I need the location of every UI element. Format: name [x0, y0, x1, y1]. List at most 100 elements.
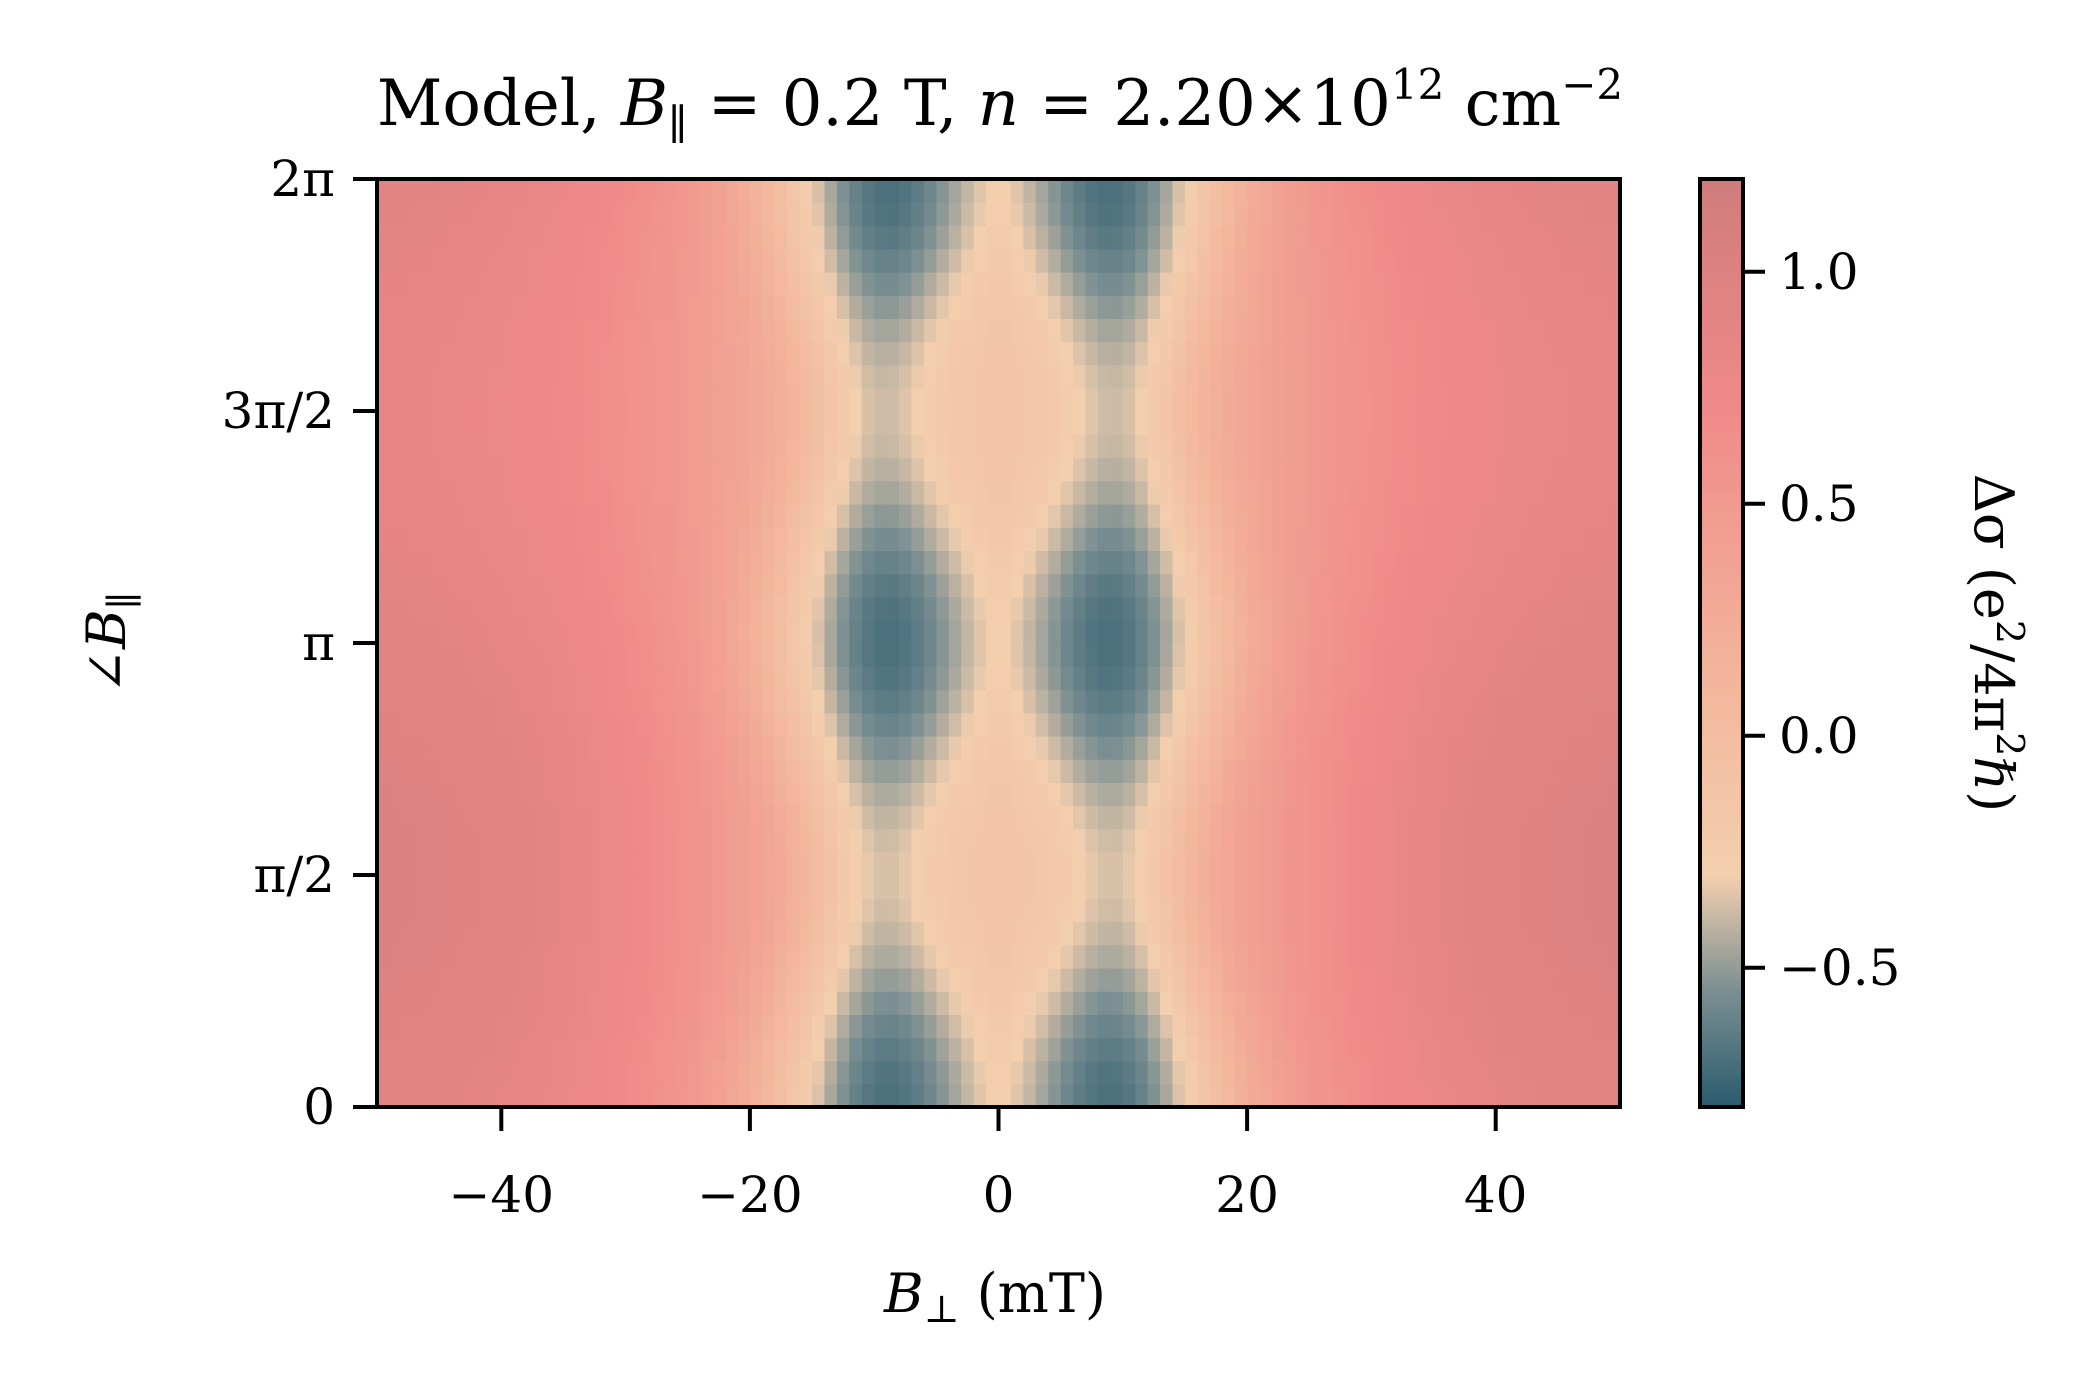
heatmap-cell	[401, 271, 416, 296]
heatmap-cell	[1073, 759, 1087, 783]
heatmap-cell	[687, 457, 701, 482]
heatmap-cell	[526, 596, 540, 621]
heatmap-cell	[1334, 967, 1348, 992]
heatmap-cell	[824, 875, 838, 899]
heatmap-cell	[464, 503, 478, 528]
heatmap-cell	[675, 271, 689, 296]
heatmap-cell	[401, 712, 416, 737]
heatmap-cell	[389, 991, 403, 1015]
heatmap-cell	[551, 248, 565, 273]
heatmap-cell	[501, 1060, 515, 1085]
heatmap-cell	[662, 503, 677, 528]
heatmap-cell	[1508, 1060, 1522, 1085]
heatmap-cell	[986, 712, 1000, 737]
heatmap-cell	[1184, 689, 1199, 714]
heatmap-cell	[464, 364, 478, 389]
heatmap-cell	[538, 828, 552, 853]
heatmap-cell	[476, 318, 490, 343]
heatmap-cell	[1458, 248, 1472, 273]
heatmap-cell	[1035, 480, 1050, 505]
heatmap-cell	[650, 759, 664, 783]
heatmap-cell	[414, 341, 428, 366]
heatmap-cell	[725, 1037, 739, 1062]
heatmap-cell	[998, 851, 1012, 876]
heatmap-cell	[1135, 619, 1149, 644]
heatmap-cell	[687, 1014, 701, 1039]
heatmap-cell	[488, 875, 503, 899]
heatmap-cell	[1570, 828, 1584, 853]
heatmap-cell	[464, 921, 478, 946]
heatmap-cell	[923, 480, 938, 505]
heatmap-cell	[613, 828, 627, 853]
heatmap-cell	[774, 179, 788, 203]
heatmap-cell	[1085, 248, 1099, 273]
heatmap-cell	[662, 271, 677, 296]
heatmap-cell	[1557, 202, 1572, 227]
heatmap-cell	[625, 271, 639, 296]
heatmap-cell	[923, 689, 938, 714]
heatmap-cell	[1209, 387, 1224, 412]
heatmap-cell	[1010, 898, 1025, 923]
heatmap-cell	[1433, 527, 1447, 551]
heatmap-cell	[488, 689, 503, 714]
heatmap-cell	[1607, 573, 1621, 598]
heatmap-cell	[1010, 295, 1025, 319]
heatmap-cell	[1160, 828, 1174, 853]
heatmap-cell	[1607, 550, 1621, 575]
heatmap-cell	[1520, 851, 1534, 876]
heatmap-cell	[1470, 898, 1485, 923]
heatmap-cell	[1271, 248, 1286, 273]
heatmap-cell	[613, 364, 627, 389]
heatmap-cell	[625, 689, 639, 714]
heatmap-cell	[923, 944, 938, 969]
heatmap-cell	[488, 550, 503, 575]
heatmap-cell	[799, 619, 813, 644]
heatmap-cell	[1458, 503, 1472, 528]
heatmap-cell	[1334, 828, 1348, 853]
heatmap-cell	[762, 921, 776, 946]
heatmap-cell	[538, 805, 552, 830]
heatmap-cell	[1545, 550, 1559, 575]
heatmap-cell	[923, 643, 938, 667]
heatmap-cell	[1035, 782, 1050, 807]
heatmap-cell	[911, 1014, 925, 1039]
heatmap-cell	[849, 341, 863, 366]
heatmap-cell	[1147, 271, 1161, 296]
heatmap-cell	[886, 991, 900, 1015]
heatmap-cell	[1296, 179, 1311, 203]
heatmap-cell	[1371, 271, 1385, 296]
heatmap-cell	[563, 318, 577, 343]
heatmap-cell	[762, 411, 776, 435]
heatmap-cell	[725, 712, 739, 737]
heatmap-cell	[414, 1083, 428, 1108]
heatmap-cell	[476, 1037, 490, 1062]
heatmap-cell	[1135, 387, 1149, 412]
heatmap-cell	[588, 944, 602, 969]
heatmap-cell	[799, 851, 813, 876]
heatmap-cell	[662, 550, 677, 575]
heatmap-cell	[625, 735, 639, 760]
heatmap-cell	[1421, 179, 1435, 203]
heatmap-cell	[1122, 1014, 1137, 1039]
heatmap-cell	[377, 271, 391, 296]
heatmap-cell	[1309, 689, 1323, 714]
heatmap-cell	[1309, 503, 1323, 528]
heatmap-cell	[812, 689, 826, 714]
heatmap-cell	[451, 179, 465, 203]
heatmap-cell	[861, 225, 875, 250]
heatmap-cell	[762, 573, 776, 598]
heatmap-cell	[774, 782, 788, 807]
heatmap-cell	[948, 735, 963, 760]
heatmap-cell	[1259, 202, 1273, 227]
heatmap-cell	[1545, 527, 1559, 551]
heatmap-cell	[1110, 759, 1124, 783]
heatmap-cell	[1209, 991, 1224, 1015]
heatmap-cell	[1470, 944, 1485, 969]
heatmap-cell	[1035, 643, 1050, 667]
heatmap-cell	[1458, 1083, 1472, 1108]
heatmap-cell	[1122, 898, 1137, 923]
heatmap-cell	[1060, 434, 1074, 459]
heatmap-cell	[998, 527, 1012, 551]
heatmap-cell	[1495, 759, 1509, 783]
heatmap-cell	[886, 573, 900, 598]
